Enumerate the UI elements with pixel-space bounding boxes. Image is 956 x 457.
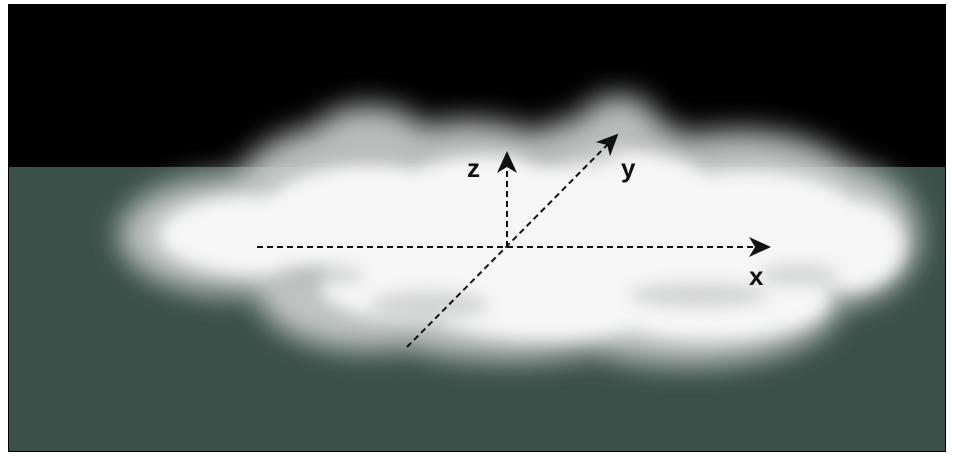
x-axis-label: x: [749, 261, 764, 291]
coordinate-axes: [257, 133, 771, 348]
cloud: [119, 95, 919, 365]
scene-frame: x y z: [8, 4, 946, 452]
cloud-scene: x y z: [9, 5, 945, 451]
y-axis-label: y: [621, 153, 636, 183]
z-axis-label: z: [467, 153, 480, 183]
